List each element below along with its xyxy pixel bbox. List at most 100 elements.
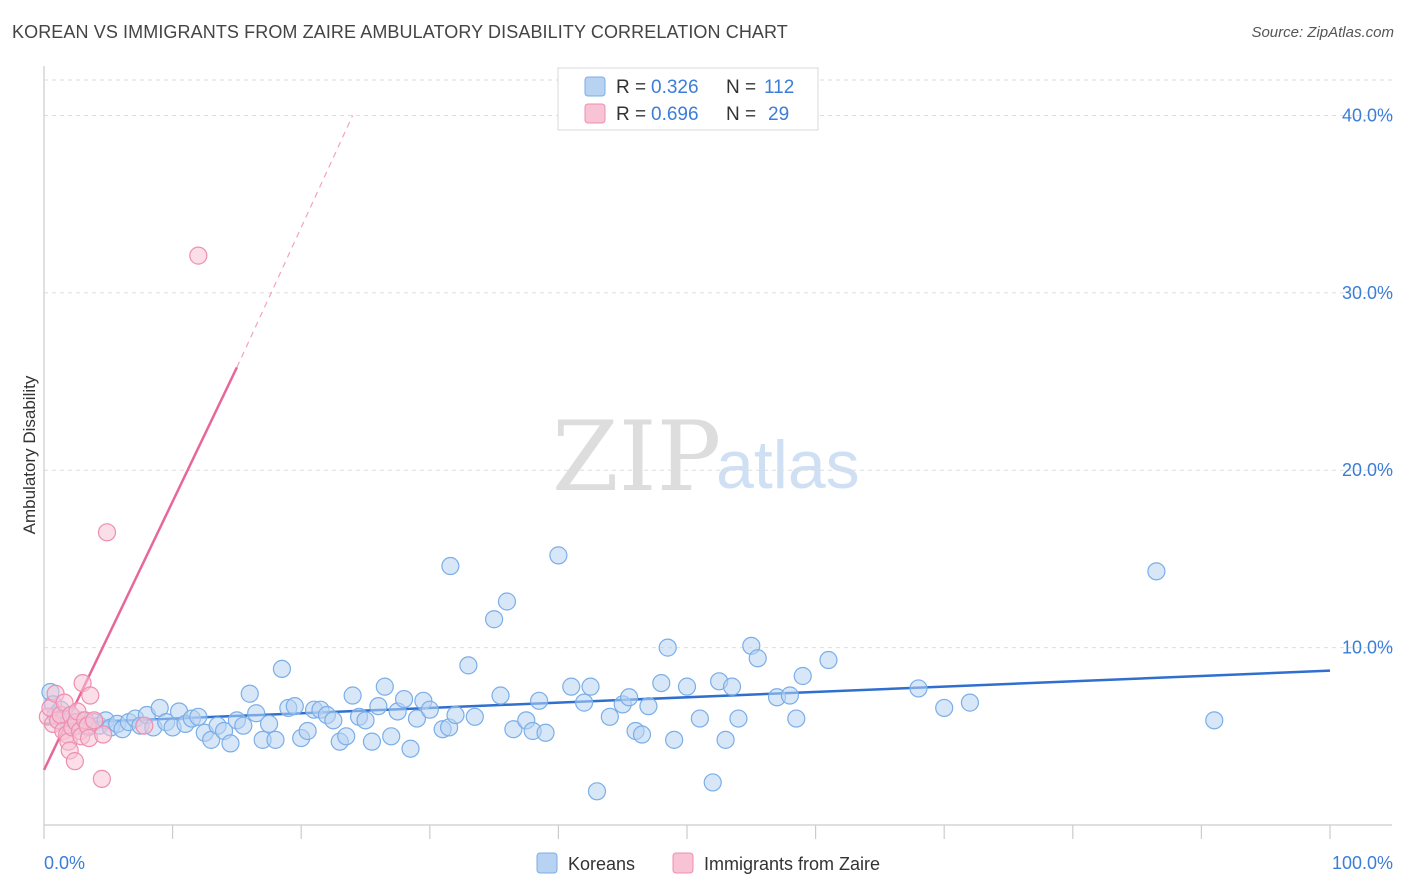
point-koreans-69	[465, 707, 484, 726]
point-koreans-83	[587, 782, 607, 801]
point-koreans-52	[343, 686, 362, 705]
point-koreans-104	[787, 709, 806, 728]
axes	[43, 66, 1392, 839]
trend-line-extension-1	[236, 115, 354, 368]
legend-swatch-koreans	[584, 76, 606, 97]
point-koreans-54	[356, 711, 375, 730]
point-koreans-110	[1147, 562, 1166, 581]
point-koreans-78	[536, 723, 555, 742]
point-zaire-28	[189, 246, 208, 265]
grid-lines	[44, 79, 1392, 649]
y-axis-label: Ambulatory Disability	[20, 375, 39, 534]
point-zaire-13	[65, 752, 84, 771]
x-tick-label-1: 100.0%	[1332, 853, 1393, 873]
point-koreans-94	[690, 709, 709, 728]
watermark-zip: ZIP	[552, 401, 721, 513]
point-koreans-41	[272, 659, 292, 679]
point-koreans-98	[722, 677, 742, 696]
point-koreans-40	[266, 730, 285, 749]
legend-r-label-2: R =	[616, 104, 646, 125]
point-koreans-103	[780, 686, 799, 705]
bottom-legend-swatch-zaire	[672, 852, 694, 874]
watermark-atlas: atlas	[716, 427, 860, 503]
point-koreans-60	[394, 689, 414, 709]
point-koreans-91	[658, 638, 677, 657]
point-koreans-55	[362, 732, 382, 751]
point-zaire-25	[94, 725, 113, 744]
point-koreans-57	[375, 677, 394, 696]
chart-title: KOREAN VS IMMIGRANTS FROM ZAIRE AMBULATO…	[12, 22, 788, 42]
point-koreans-99	[729, 709, 748, 728]
point-zaire-27	[135, 716, 154, 735]
point-koreans-71	[485, 610, 504, 629]
point-koreans-89	[639, 697, 658, 716]
point-koreans-28	[189, 707, 208, 726]
legend-n-value-2: 29	[768, 104, 789, 125]
y-tick-label-3: 40.0%	[1342, 105, 1393, 125]
point-koreans-82	[581, 677, 600, 696]
legend-r-label-1: R =	[616, 77, 646, 98]
point-zaire-26	[97, 523, 117, 542]
point-koreans-95	[703, 773, 722, 792]
point-koreans-84	[600, 707, 619, 726]
point-koreans-72	[497, 592, 517, 611]
point-koreans-51	[337, 727, 356, 746]
point-koreans-64	[420, 700, 439, 719]
legend-swatch-zaire	[584, 103, 606, 124]
bottom-legend-swatch-koreans	[536, 852, 558, 874]
x-tick-label-0: 0.0%	[44, 853, 85, 873]
point-koreans-90	[652, 673, 671, 693]
point-koreans-101	[748, 649, 767, 668]
y-tick-label-0: 10.0%	[1342, 638, 1393, 658]
point-koreans-68	[459, 656, 478, 675]
series-immigrants-from-zaire	[38, 246, 208, 788]
legend-r-value-2: 0.696	[651, 104, 699, 125]
point-koreans-70	[441, 556, 460, 576]
point-koreans-36	[240, 684, 259, 703]
bottom-legend-label-zaire: Immigrants from Zaire	[704, 854, 880, 874]
legend-n-value-1: 112	[764, 77, 794, 98]
point-koreans-92	[665, 730, 684, 749]
y-tick-label-2: 30.0%	[1342, 283, 1393, 303]
point-koreans-61	[401, 739, 420, 758]
point-koreans-33	[221, 734, 240, 753]
point-koreans-77	[530, 691, 549, 710]
point-koreans-56	[369, 697, 388, 716]
y-tick-labels: 10.0% 20.0% 30.0% 40.0%	[1342, 105, 1393, 657]
point-koreans-35	[234, 716, 253, 735]
point-koreans-79	[549, 546, 568, 565]
point-koreans-74	[491, 686, 510, 705]
legend-r-value-1: 0.326	[651, 77, 699, 98]
point-koreans-106	[819, 650, 838, 670]
legend-n-label-1: N =	[726, 77, 756, 98]
point-zaire-24	[92, 769, 111, 788]
series-legend: Koreans Immigrants from Zaire	[536, 852, 880, 874]
point-koreans-88	[632, 725, 652, 744]
point-koreans-49	[324, 711, 343, 730]
point-koreans-105	[793, 666, 812, 686]
bottom-legend-label-koreans: Koreans	[568, 854, 635, 874]
correlation-legend: R = 0.326 N = 112 R = 0.696 N = 29	[557, 67, 819, 131]
point-koreans-39	[259, 714, 279, 733]
point-koreans-93	[677, 677, 697, 696]
point-koreans-43	[285, 697, 304, 716]
point-koreans-62	[407, 709, 427, 728]
y-tick-label-1: 20.0%	[1342, 460, 1393, 480]
point-koreans-108	[935, 698, 954, 718]
point-koreans-37	[247, 704, 266, 723]
point-koreans-86	[620, 688, 639, 707]
series-koreans	[41, 546, 1224, 801]
point-koreans-97	[716, 730, 735, 749]
point-koreans-109	[960, 693, 980, 712]
point-koreans-107	[909, 679, 928, 698]
chart-source: Source: ZipAtlas.com	[1251, 24, 1394, 41]
point-koreans-58	[382, 727, 401, 746]
point-koreans-80	[562, 677, 581, 696]
point-koreans-45	[298, 721, 317, 741]
point-zaire-22	[85, 711, 104, 730]
point-koreans-81	[575, 693, 594, 712]
point-zaire-21	[81, 686, 100, 705]
point-koreans-73	[504, 720, 523, 739]
x-tick-labels: 0.0% 100.0%	[44, 853, 1393, 873]
